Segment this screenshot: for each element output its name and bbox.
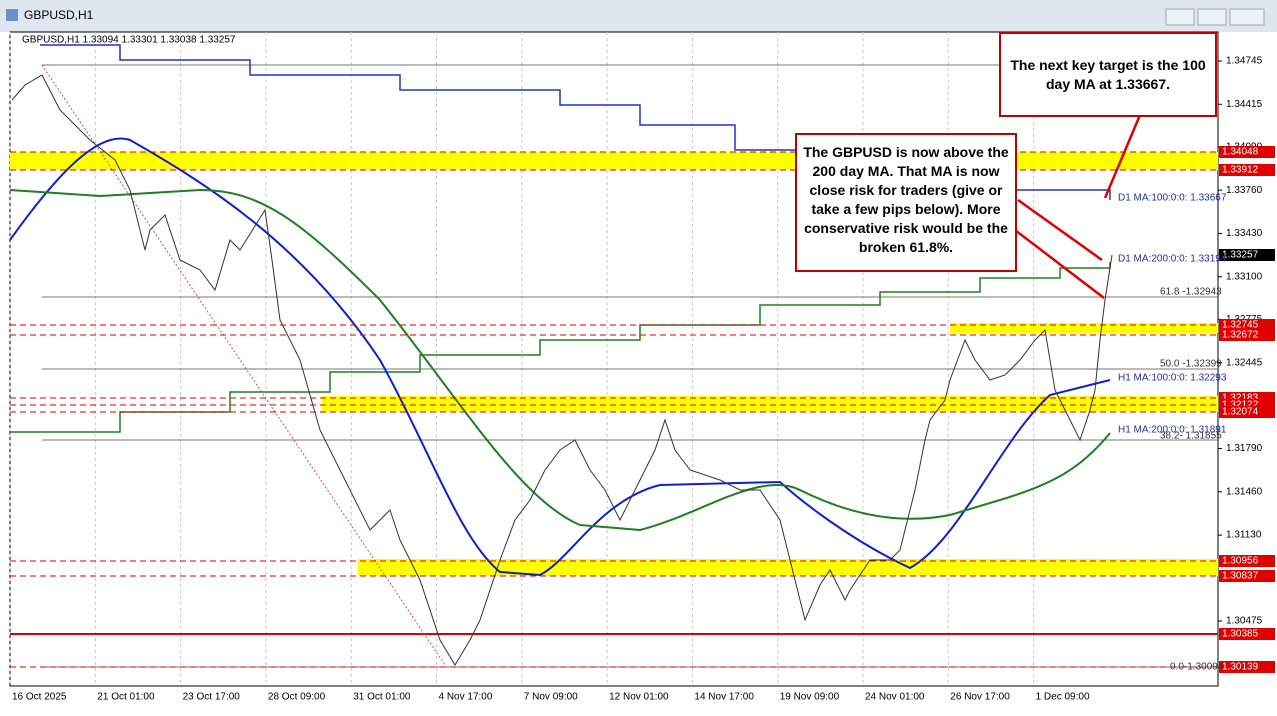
arrow	[1014, 229, 1105, 299]
time-label: 23 Oct 17:00	[183, 692, 241, 703]
level-box	[1219, 249, 1275, 261]
time-label: 16 Oct 2025	[12, 692, 67, 703]
title-bar	[0, 0, 1277, 32]
time-label: 4 Nov 17:00	[439, 692, 493, 703]
app-icon	[6, 9, 18, 21]
level-box	[1219, 319, 1275, 331]
level-label: 1.30385	[1222, 629, 1259, 640]
close-button[interactable]	[1229, 8, 1265, 26]
price-tick-label: 1.33430	[1226, 228, 1263, 239]
time-label: 12 Nov 01:00	[609, 692, 669, 703]
time-label: 26 Nov 17:00	[950, 692, 1010, 703]
level-label: 1.33912	[1222, 165, 1259, 176]
window-title: GBPUSD,H1	[24, 8, 94, 22]
d1-ma200	[10, 262, 1111, 433]
indicator-label: D1 MA:100:0:0: 1.33667	[1118, 193, 1227, 204]
time-label: 14 Nov 17:00	[694, 692, 754, 703]
indicator-label: 61.8 -1.32943	[1160, 287, 1222, 298]
indicator-label: 0.0-1.30094	[1170, 662, 1224, 673]
level-label: 1.32672	[1222, 330, 1259, 341]
time-label: 19 Nov 09:00	[780, 692, 840, 703]
level-label: 1.32074	[1222, 407, 1259, 418]
price-tick-label: 1.33760	[1226, 185, 1263, 196]
price-tick-label: 1.34745	[1226, 56, 1263, 67]
time-label: 28 Oct 09:00	[268, 692, 326, 703]
time-label: 21 Oct 01:00	[97, 692, 155, 703]
level-label: 1.33257	[1222, 250, 1259, 261]
price-line	[11, 74, 1113, 666]
fib-line	[41, 64, 446, 666]
time-label: 1 Dec 09:00	[1036, 692, 1090, 703]
level-box	[1219, 146, 1275, 158]
price-tick-label: 1.34415	[1226, 99, 1263, 110]
zone	[322, 396, 1218, 412]
level-box	[1219, 661, 1275, 673]
level-box	[1219, 406, 1275, 418]
level-box	[1219, 570, 1275, 582]
time-label: 7 Nov 09:00	[524, 692, 578, 703]
indicator-label: 50.0 -1.32399	[1160, 359, 1222, 370]
level-box	[1219, 164, 1275, 176]
indicator-label: D1 MA:200:0:0: 1.33194	[1118, 254, 1227, 265]
level-box	[1219, 555, 1275, 567]
time-label: 31 Oct 01:00	[353, 692, 411, 703]
indicator-label: 38.2- 1.31855	[1160, 431, 1222, 442]
callout: The next key target is the 100 day MA at…	[999, 32, 1217, 117]
plot-area	[9, 31, 1219, 687]
price-tick-label: 1.33100	[1226, 271, 1263, 282]
price-tick-label: 1.31130	[1226, 530, 1262, 541]
zone	[950, 323, 1218, 333]
zone	[358, 559, 1218, 576]
level-label: 1.30956	[1222, 556, 1259, 567]
level-label: 1.34048	[1222, 147, 1259, 158]
price-tick-label: 1.32445	[1226, 357, 1263, 368]
indicator-label: H1 MA:100:0:0: 1.32293	[1118, 373, 1227, 384]
price-tick-label: 1.31790	[1226, 443, 1263, 454]
maximize-button[interactable]	[1197, 8, 1227, 26]
minimize-button[interactable]	[1165, 8, 1195, 26]
arrow	[1017, 198, 1103, 262]
chart-header: GBPUSD,H1 1.33094 1.33301 1.33038 1.3325…	[22, 35, 236, 46]
callout: The GBPUSD is now above the 200 day MA. …	[795, 133, 1017, 272]
level-box	[1219, 329, 1275, 341]
level-label: 1.32122	[1222, 400, 1259, 411]
time-label: 24 Nov 01:00	[865, 692, 925, 703]
indicator-label: H1 MA:200:0:0: 1.31891	[1118, 425, 1227, 436]
arrow	[1103, 114, 1142, 199]
price-tick-label: 1.31460	[1226, 486, 1263, 497]
price-tick-label: 1.30475	[1226, 616, 1263, 627]
level-label: 1.30139	[1222, 662, 1259, 673]
level-label: 1.32745	[1222, 320, 1259, 331]
level-label: 1.30837	[1222, 571, 1259, 582]
h1-ma200	[9, 188, 1111, 532]
zone	[10, 152, 1218, 170]
level-box	[1219, 628, 1275, 640]
level-label: 1.32183	[1222, 393, 1259, 404]
